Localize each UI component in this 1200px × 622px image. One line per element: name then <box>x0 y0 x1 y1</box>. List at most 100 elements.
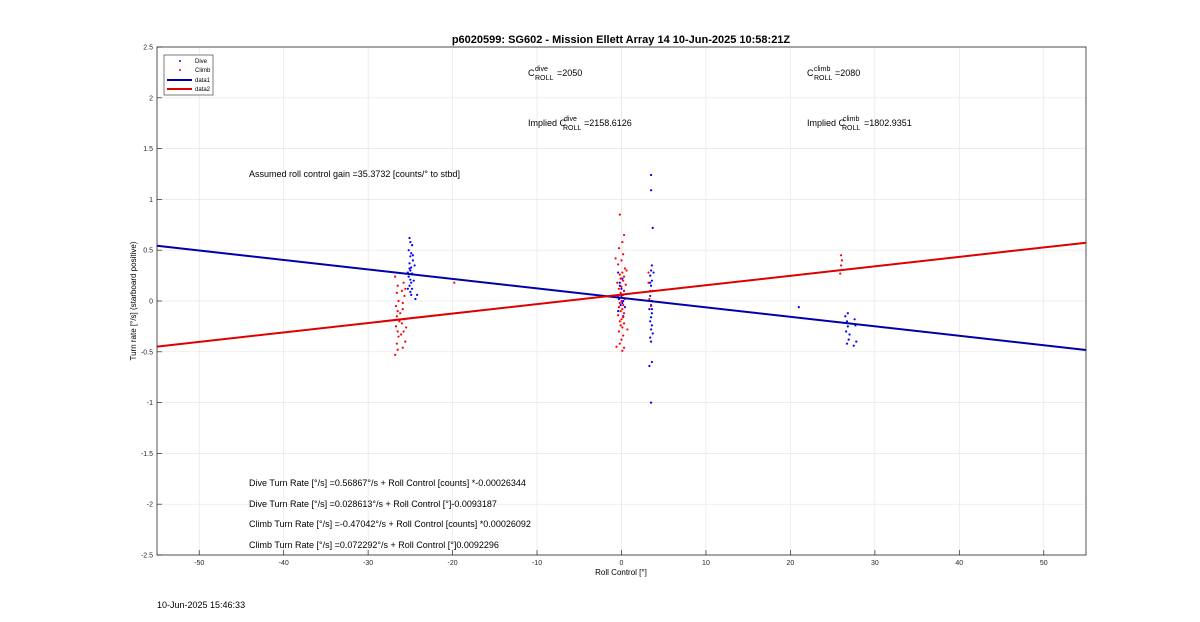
point-dive <box>649 294 652 298</box>
point-dive <box>845 320 849 323</box>
point-dive <box>847 338 850 341</box>
annotation-c-dive-sub: ROLL <box>535 75 553 82</box>
point-dive <box>407 249 410 252</box>
point-climb <box>398 320 401 323</box>
point-climb <box>625 269 628 272</box>
point-climb <box>622 346 626 349</box>
point-climb <box>839 254 843 257</box>
point-climb <box>620 285 623 288</box>
point-climb <box>403 294 406 298</box>
point-climb <box>624 283 627 286</box>
point-climb <box>395 291 398 294</box>
x-tick-label: 0 <box>620 560 624 567</box>
point-climb <box>394 325 398 328</box>
point-climb <box>400 289 404 292</box>
fit-line-data2 <box>156 241 1087 348</box>
y-tick-label: 1.5 <box>143 146 153 153</box>
point-dive <box>409 269 412 272</box>
y-tick-label: -1.5 <box>141 451 153 458</box>
annotation-implied-dive-prefix: Implied C <box>528 118 567 128</box>
point-climb <box>616 281 619 284</box>
x-tick-label: 50 <box>1040 560 1048 567</box>
point-climb <box>618 213 621 216</box>
point-climb <box>840 259 844 262</box>
point-climb <box>647 271 650 274</box>
point-climb <box>394 275 397 278</box>
legend-marker-climb <box>179 69 181 71</box>
annotation-eq-dive-counts: Dive Turn Rate [°/s] =0.56867°/s + Roll … <box>249 478 526 488</box>
annotation-implied-dive-sup: dive <box>564 116 577 123</box>
point-dive <box>410 266 413 269</box>
point-climb <box>622 289 626 292</box>
point-dive <box>649 284 653 287</box>
point-climb <box>622 303 625 307</box>
point-climb <box>622 316 625 319</box>
legend-label-data1: data1 <box>195 78 211 84</box>
point-climb <box>614 257 617 260</box>
point-dive <box>853 318 856 321</box>
y-axis-label: Turn rate [°/s] (starboard positive) <box>129 241 138 360</box>
point-dive <box>621 277 624 280</box>
point-climb <box>401 308 404 311</box>
point-dive <box>649 336 652 339</box>
annotation-c-climb-sup: climb <box>814 66 830 73</box>
x-tick-label: -10 <box>532 560 542 567</box>
point-dive <box>652 271 655 274</box>
point-dive <box>648 364 651 368</box>
point-dive <box>649 320 652 323</box>
point-dive <box>410 281 413 284</box>
point-dive <box>855 340 858 343</box>
point-climb <box>622 334 625 337</box>
y-tick-label: 2 <box>149 95 153 102</box>
annotation-c-dive-prefix: C <box>528 68 535 78</box>
point-climb <box>618 273 621 276</box>
point-climb <box>402 330 405 333</box>
annotation-c-dive-sup: dive <box>535 66 548 73</box>
point-climb <box>622 279 625 282</box>
point-dive <box>649 173 653 177</box>
legend-marker-dive <box>179 60 181 62</box>
point-climb <box>622 312 626 315</box>
point-dive <box>649 269 653 272</box>
annotation-implied-climb-prefix: Implied C <box>807 118 846 128</box>
annotation-implied-climb: Implied C climb ROLL =1802.9351 <box>807 116 912 132</box>
annotation-c-dive: C dive ROLL =2050 <box>528 66 582 82</box>
annotation-implied-dive-value: =2158.6126 <box>584 118 632 128</box>
annotation-eq-dive-deg: Dive Turn Rate [°/s] =0.028613°/s + Roll… <box>249 499 497 509</box>
point-climb <box>399 333 403 336</box>
point-dive <box>845 330 848 333</box>
annotation-implied-climb-sub: ROLL <box>842 125 860 132</box>
legend-label-dive: Dive <box>195 59 208 65</box>
point-climb <box>453 281 456 284</box>
point-climb <box>394 304 398 308</box>
x-axis-label: Roll Control [°] <box>595 568 647 577</box>
point-climb <box>397 299 400 303</box>
point-dive <box>620 287 623 290</box>
point-dive <box>409 278 412 281</box>
annotation-implied-dive: Implied C dive ROLL =2158.6126 <box>528 116 632 132</box>
point-climb <box>396 310 399 313</box>
point-climb <box>621 240 624 244</box>
point-climb <box>404 340 407 343</box>
point-climb <box>620 299 623 303</box>
point-dive <box>410 244 414 247</box>
x-tick-label: -30 <box>363 560 373 567</box>
x-tick-label: -20 <box>448 560 458 567</box>
point-climb <box>622 275 626 278</box>
point-climb <box>623 267 626 270</box>
point-dive <box>797 305 800 309</box>
annotation-eq-climb-counts: Climb Turn Rate [°/s] =-0.47042°/s + Rol… <box>249 519 531 529</box>
y-tick-label: -2 <box>147 502 153 509</box>
point-climb <box>622 233 626 237</box>
x-tick-label: -40 <box>279 560 289 567</box>
point-climb <box>395 315 398 318</box>
annotation-implied-climb-value: =1802.9351 <box>864 118 912 128</box>
y-tick-label: -0.5 <box>141 349 153 356</box>
point-climb <box>839 264 843 267</box>
point-climb <box>617 314 620 317</box>
point-climb <box>401 346 404 349</box>
point-dive <box>618 281 621 284</box>
point-dive <box>408 284 411 287</box>
point-dive <box>619 303 622 307</box>
point-climb <box>396 348 399 351</box>
